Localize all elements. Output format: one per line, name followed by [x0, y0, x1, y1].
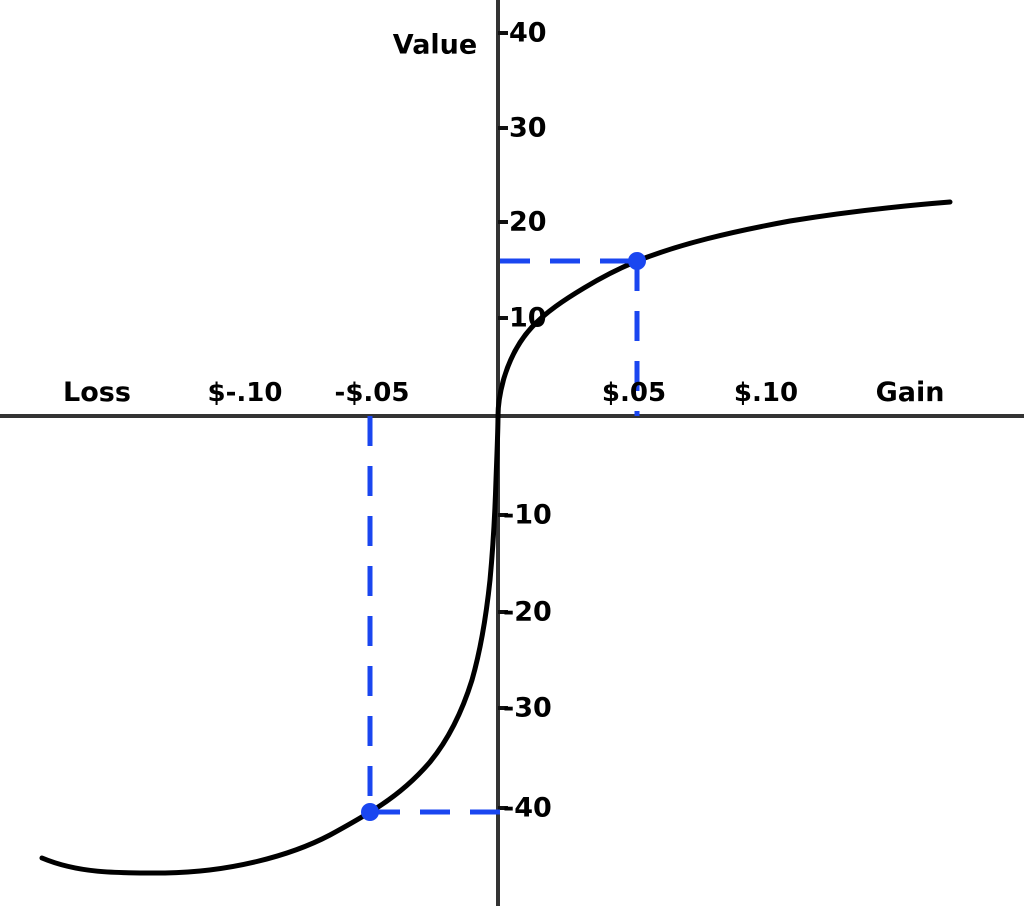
y-axis-ticks	[498, 31, 508, 810]
y-tick-label-neg20: -20	[503, 596, 552, 628]
y-tick-label-neg30: -30	[503, 692, 552, 724]
y-tick-label-10: 10	[509, 302, 547, 334]
x-tick-label-pos-05: $.05	[601, 378, 667, 408]
y-tick-label-30: 30	[509, 112, 547, 144]
y-axis-title: Value	[392, 29, 478, 61]
gain-data-point	[628, 252, 646, 270]
y-tick-label-40: 40	[509, 17, 547, 49]
x-axis-loss-title: Loss	[63, 377, 131, 408]
loss-reference-lines	[367, 416, 500, 815]
x-axis-gain-title: Gain	[875, 377, 945, 408]
y-tick-label-20: 20	[509, 206, 547, 238]
x-tick-label-neg-05: -$.05	[334, 378, 410, 408]
y-tick-label-neg10: -10	[503, 499, 552, 531]
y-tick-label-neg40: -40	[503, 792, 552, 824]
x-tick-label-neg-10: $-.10	[207, 378, 283, 408]
x-tick-label-pos-10: $.10	[733, 378, 799, 408]
gain-reference-lines	[500, 258, 640, 416]
loss-data-point	[361, 803, 379, 821]
